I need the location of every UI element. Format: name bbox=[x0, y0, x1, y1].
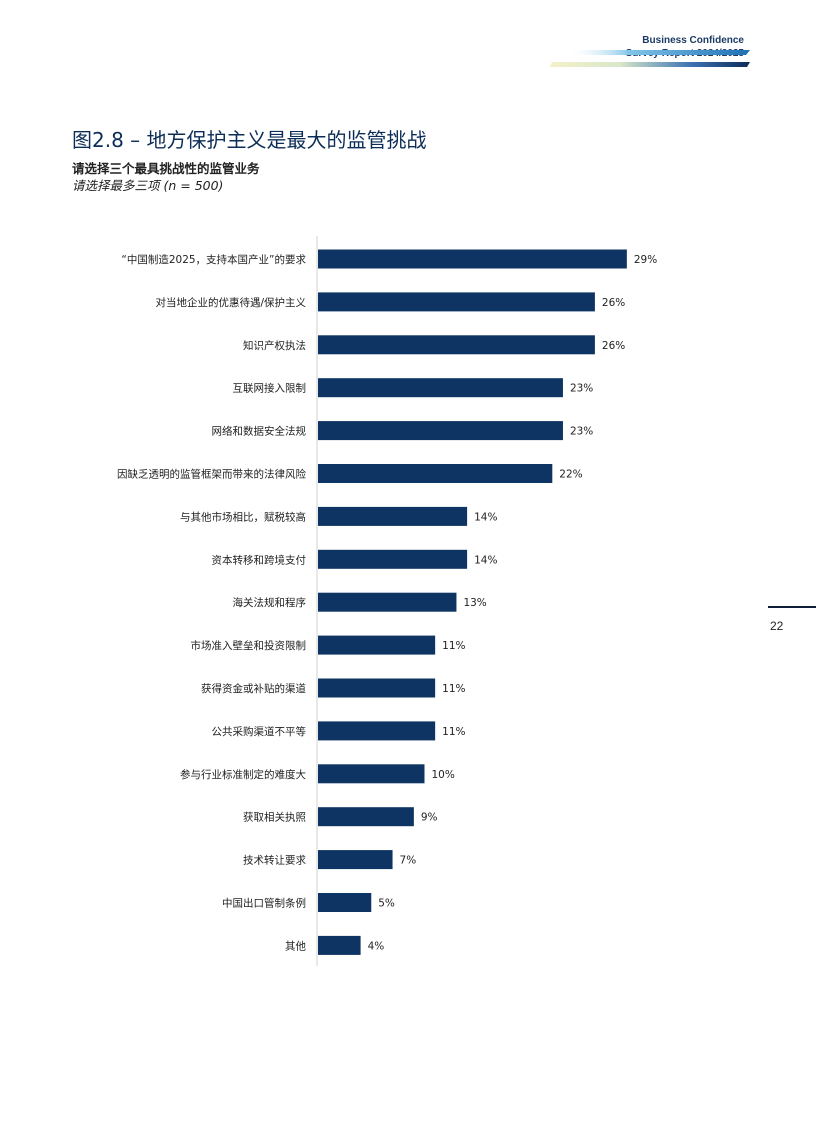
bar bbox=[318, 549, 468, 569]
category-label: 与其他市场相比，赋税较高 bbox=[180, 510, 306, 523]
bar bbox=[318, 764, 425, 784]
value-label: 26% bbox=[602, 340, 625, 352]
value-label: 14% bbox=[474, 511, 497, 523]
page-rule bbox=[768, 606, 816, 608]
value-label: 9% bbox=[421, 812, 438, 824]
value-label: 5% bbox=[378, 898, 395, 910]
page-number: 22 bbox=[770, 619, 784, 633]
category-label: 因缺乏透明的监管框架而带来的法律风险 bbox=[117, 468, 306, 481]
category-label: 对当地企业的优惠待遇/保护主义 bbox=[155, 296, 306, 309]
figure-subtitle: 请选择三个最具挑战性的监管业务 bbox=[72, 161, 260, 176]
category-label: 互联网接入限制 bbox=[233, 382, 307, 395]
figure-note: 请选择最多三项 (n = 500) bbox=[72, 178, 224, 193]
bar bbox=[318, 421, 563, 441]
category-label: 参与行业标准制定的难度大 bbox=[180, 768, 306, 781]
category-label: 技术转让要求 bbox=[243, 854, 306, 867]
bar bbox=[318, 464, 553, 483]
category-label: 其他 bbox=[285, 939, 306, 952]
value-label: 29% bbox=[634, 254, 657, 266]
category-label: 获取相关执照 bbox=[243, 811, 306, 824]
bar bbox=[318, 249, 627, 269]
value-label: 14% bbox=[474, 554, 497, 566]
bar bbox=[318, 850, 393, 870]
value-label: 23% bbox=[570, 426, 593, 438]
brand-stripe-icon bbox=[550, 50, 750, 67]
value-label: 11% bbox=[442, 726, 465, 738]
bar bbox=[318, 807, 414, 827]
value-label: 26% bbox=[602, 297, 625, 309]
bars-group: “中国制造2025，支持本国产业”的要求 29% 对当地企业的优惠待遇/保护主义 26… bbox=[117, 249, 657, 955]
bar bbox=[318, 935, 361, 955]
category-label: 市场准入壁垒和投资限制 bbox=[191, 639, 307, 652]
figure-title: 图2.8 – 地方保护主义是最大的监管挑战 bbox=[72, 128, 427, 152]
value-label: 11% bbox=[442, 640, 465, 652]
bar bbox=[318, 893, 372, 912]
category-label: 海关法规和程序 bbox=[233, 596, 307, 609]
category-label: “中国制造2025，支持本国产业”的要求 bbox=[121, 253, 306, 266]
bar bbox=[318, 506, 468, 526]
bar bbox=[318, 335, 595, 355]
category-label: 资本转移和跨境支付 bbox=[212, 553, 307, 566]
category-label: 获得资金或补贴的渠道 bbox=[201, 682, 306, 695]
category-label: 网络和数据安全法规 bbox=[212, 425, 307, 438]
bar bbox=[318, 635, 436, 655]
bar bbox=[318, 378, 563, 398]
bar bbox=[318, 292, 595, 312]
value-label: 11% bbox=[442, 683, 465, 695]
bar bbox=[318, 678, 436, 698]
category-label: 公共采购渠道不平等 bbox=[212, 725, 307, 738]
value-label: 23% bbox=[570, 383, 593, 395]
brand-line-1: Business Confidence bbox=[642, 35, 744, 46]
value-label: 10% bbox=[432, 769, 455, 781]
value-label: 4% bbox=[368, 940, 385, 952]
value-label: 13% bbox=[463, 597, 486, 609]
value-label: 7% bbox=[400, 855, 417, 867]
category-label: 知识产权执法 bbox=[243, 339, 306, 352]
category-label: 中国出口管制条例 bbox=[222, 897, 306, 910]
bar bbox=[318, 592, 457, 612]
bar bbox=[318, 721, 436, 741]
value-label: 22% bbox=[559, 469, 582, 481]
